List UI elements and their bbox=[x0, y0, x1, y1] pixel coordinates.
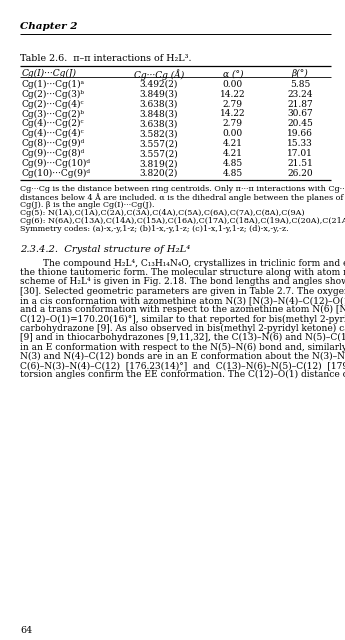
Text: 30.67: 30.67 bbox=[287, 109, 313, 118]
Text: N(3) and N(4)–C(12) bonds are in an E conformation about the N(3)–N(4) bond. The: N(3) and N(4)–C(12) bonds are in an E co… bbox=[20, 351, 345, 361]
Text: [30]. Selected geometric parameters are given in Table 2.7. The oxygen atom O(1): [30]. Selected geometric parameters are … bbox=[20, 287, 345, 296]
Text: in a cis conformation with azomethine atom N(3) [N(3)–N(4)–C(12)–O(1)=3.9(3)°]: in a cis conformation with azomethine at… bbox=[20, 296, 345, 305]
Text: 4.21: 4.21 bbox=[223, 140, 243, 148]
Text: C(12)–O(1)=170.20(16)°], similar to that reported for bis(methyl 2-pyridyl keton: C(12)–O(1)=170.20(16)°], similar to that… bbox=[20, 314, 345, 324]
Text: 21.51: 21.51 bbox=[287, 159, 313, 168]
Text: α (°): α (°) bbox=[223, 69, 243, 78]
Text: in an E conformation with respect to the N(5)–N(6) bond and, similarly, the C(6): in an E conformation with respect to the… bbox=[20, 342, 345, 351]
Text: 5.85: 5.85 bbox=[290, 80, 310, 89]
Text: Table 2.6.  π–π interactions of H₂L³.: Table 2.6. π–π interactions of H₂L³. bbox=[20, 54, 191, 63]
Text: 3.492(2): 3.492(2) bbox=[139, 80, 178, 89]
Text: Chapter 2: Chapter 2 bbox=[20, 22, 78, 31]
Text: Cg(10)···Cg(9)ᵈ: Cg(10)···Cg(9)ᵈ bbox=[22, 169, 91, 178]
Text: Cg···Cg is the distance between ring centroids. Only π···π interactions with Cg·: Cg···Cg is the distance between ring cen… bbox=[20, 186, 345, 193]
Text: The compound H₂L⁴, C₁₃H₁₄N₄O, crystallizes in triclinic form and exists in: The compound H₂L⁴, C₁₃H₁₄N₄O, crystalliz… bbox=[20, 259, 345, 268]
Text: 4.21: 4.21 bbox=[223, 149, 243, 158]
Text: 3.638(3): 3.638(3) bbox=[139, 100, 178, 109]
Text: Cg(5): N(1A),C(1A),C(2A),C(3A),C(4A),C(5A),C(6A),C(7A),C(8A),C(9A): Cg(5): N(1A),C(1A),C(2A),C(3A),C(4A),C(5… bbox=[20, 209, 305, 217]
Text: 3.557(2): 3.557(2) bbox=[139, 140, 178, 148]
Text: 3.819(2): 3.819(2) bbox=[139, 159, 178, 168]
Text: Cg(J). β is the angle Cg(I)···Cg(J).: Cg(J). β is the angle Cg(I)···Cg(J). bbox=[20, 201, 155, 209]
Text: 19.66: 19.66 bbox=[287, 129, 313, 138]
Text: torsion angles confirm the EE conformation. The C(12)–O(1) distance of 1.2116(18: torsion angles confirm the EE conformati… bbox=[20, 370, 345, 380]
Text: 3.849(3): 3.849(3) bbox=[139, 90, 178, 99]
Text: Cg(2)···Cg(3)ᵇ: Cg(2)···Cg(3)ᵇ bbox=[22, 90, 85, 99]
Text: 21.87: 21.87 bbox=[287, 100, 313, 109]
Text: and a trans conformation with respect to the azomethine atom N(6) [N(6)–N(5)–: and a trans conformation with respect to… bbox=[20, 305, 345, 314]
Text: scheme of H₂L⁴ is given in Fig. 2.18. The bond lengths and angles show normal va: scheme of H₂L⁴ is given in Fig. 2.18. Th… bbox=[20, 277, 345, 287]
Text: Cg(1)···Cg(1)ᵃ: Cg(1)···Cg(1)ᵃ bbox=[22, 80, 85, 89]
Text: Cg···Cg (Å): Cg···Cg (Å) bbox=[134, 69, 184, 80]
Text: distances below 4 Å are included. α is the dihedral angle between the planes of : distances below 4 Å are included. α is t… bbox=[20, 193, 345, 202]
Text: 2.3.4.2.  Crystal structure of H₂L⁴: 2.3.4.2. Crystal structure of H₂L⁴ bbox=[20, 244, 190, 254]
Text: 2.79: 2.79 bbox=[223, 120, 243, 129]
Text: 3.848(3): 3.848(3) bbox=[139, 109, 178, 118]
Text: Cg(I)···Cg(J): Cg(I)···Cg(J) bbox=[22, 69, 77, 78]
Text: 14.22: 14.22 bbox=[220, 109, 246, 118]
Text: 20.45: 20.45 bbox=[287, 120, 313, 129]
Text: the thione tautomeric form. The molecular structure along with atom numbering: the thione tautomeric form. The molecula… bbox=[20, 268, 345, 277]
Text: 15.33: 15.33 bbox=[287, 140, 313, 148]
Text: Cg(9)···Cg(8)ᵈ: Cg(9)···Cg(8)ᵈ bbox=[22, 149, 85, 158]
Text: Cg(8)···Cg(9)ᵈ: Cg(8)···Cg(9)ᵈ bbox=[22, 140, 85, 148]
Text: 3.582(3): 3.582(3) bbox=[139, 129, 178, 138]
Text: 3.557(2): 3.557(2) bbox=[139, 149, 178, 158]
Text: Cg(4)···Cg(2)ᶜ: Cg(4)···Cg(2)ᶜ bbox=[22, 120, 85, 129]
Text: [9] and in thiocarbohydrazones [9,11,32], the C(13)–N(6) and N(5)–C(12) bonds ar: [9] and in thiocarbohydrazones [9,11,32]… bbox=[20, 333, 345, 342]
Text: Cg(4)···Cg(4)ᶜ: Cg(4)···Cg(4)ᶜ bbox=[22, 129, 85, 138]
Text: 14.22: 14.22 bbox=[220, 90, 246, 99]
Text: 4.85: 4.85 bbox=[223, 159, 243, 168]
Text: 23.24: 23.24 bbox=[287, 90, 313, 99]
Text: 2.79: 2.79 bbox=[223, 100, 243, 109]
Text: 17.01: 17.01 bbox=[287, 149, 313, 158]
Text: Cg(6): N(6A),C(13A),C(14A),C(15A),C(16A),C(17A),C(18A),C(19A),C(20A),C(21A): Cg(6): N(6A),C(13A),C(14A),C(15A),C(16A)… bbox=[20, 217, 345, 225]
Text: 3.820(2): 3.820(2) bbox=[139, 169, 178, 178]
Text: 64: 64 bbox=[20, 626, 32, 635]
Text: 3.638(3): 3.638(3) bbox=[139, 120, 178, 129]
Text: 0.00: 0.00 bbox=[223, 129, 243, 138]
Text: 26.20: 26.20 bbox=[287, 169, 313, 178]
Text: C(6)–N(3)–N(4)–C(12)  [176.23(14)°]  and  C(13)–N(6)–N(5)–C(12)  [179.44(15)°]: C(6)–N(3)–N(4)–C(12) [176.23(14)°] and C… bbox=[20, 361, 345, 370]
Text: β(°): β(°) bbox=[292, 69, 308, 78]
Text: Cg(9)···Cg(10)ᵈ: Cg(9)···Cg(10)ᵈ bbox=[22, 159, 91, 168]
Text: Cg(2)···Cg(4)ᶜ: Cg(2)···Cg(4)ᶜ bbox=[22, 100, 85, 109]
Text: Cg(3)···Cg(2)ᵇ: Cg(3)···Cg(2)ᵇ bbox=[22, 109, 85, 118]
Text: Symmetry codes: (a)-x,-y,1-z; (b)1-x,-y,1-z; (c)1-x,1-y,1-z; (d)-x,-y,-z.: Symmetry codes: (a)-x,-y,1-z; (b)1-x,-y,… bbox=[20, 225, 289, 233]
Text: carbohydrazone [9]. As also observed in bis(methyl 2-pyridyl ketone) carbohydraz: carbohydrazone [9]. As also observed in … bbox=[20, 324, 345, 333]
Text: 0.00: 0.00 bbox=[223, 80, 243, 89]
Text: 4.85: 4.85 bbox=[223, 169, 243, 178]
